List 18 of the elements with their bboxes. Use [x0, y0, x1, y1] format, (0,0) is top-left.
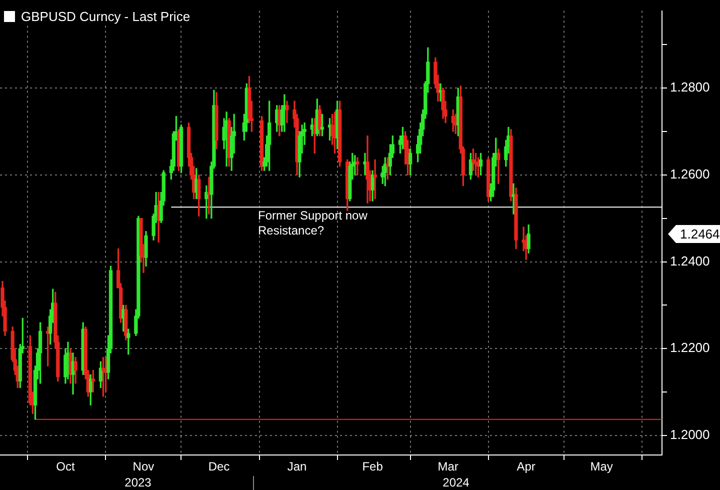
x-tick-label: Oct — [56, 460, 76, 474]
y-tick-label: 1.2000 — [670, 427, 710, 442]
x-tick-label: Feb — [362, 460, 384, 474]
annotation: Former Support now Resistance? — [258, 208, 368, 238]
text: 2024 — [442, 475, 470, 490]
chart-title: GBPUSD Curncy - Last Price — [21, 9, 190, 24]
x-tick-label: Dec — [208, 460, 230, 474]
y-tick-label: 1.2800 — [670, 80, 710, 95]
y-tick-label: 1.2400 — [670, 253, 710, 268]
text: 2023 — [124, 475, 152, 490]
x-tick-label: Apr — [516, 460, 536, 474]
x-tick-label: Mar — [438, 460, 458, 474]
y-tick-label: 1.2200 — [670, 340, 710, 356]
x-tick-label: Jan — [287, 460, 307, 474]
y-tick-label: 1.2600 — [670, 166, 710, 182]
text: 1.2464 — [680, 226, 720, 242]
x-tick-label: Nov — [132, 460, 154, 474]
x-tick-label: May — [590, 460, 613, 474]
